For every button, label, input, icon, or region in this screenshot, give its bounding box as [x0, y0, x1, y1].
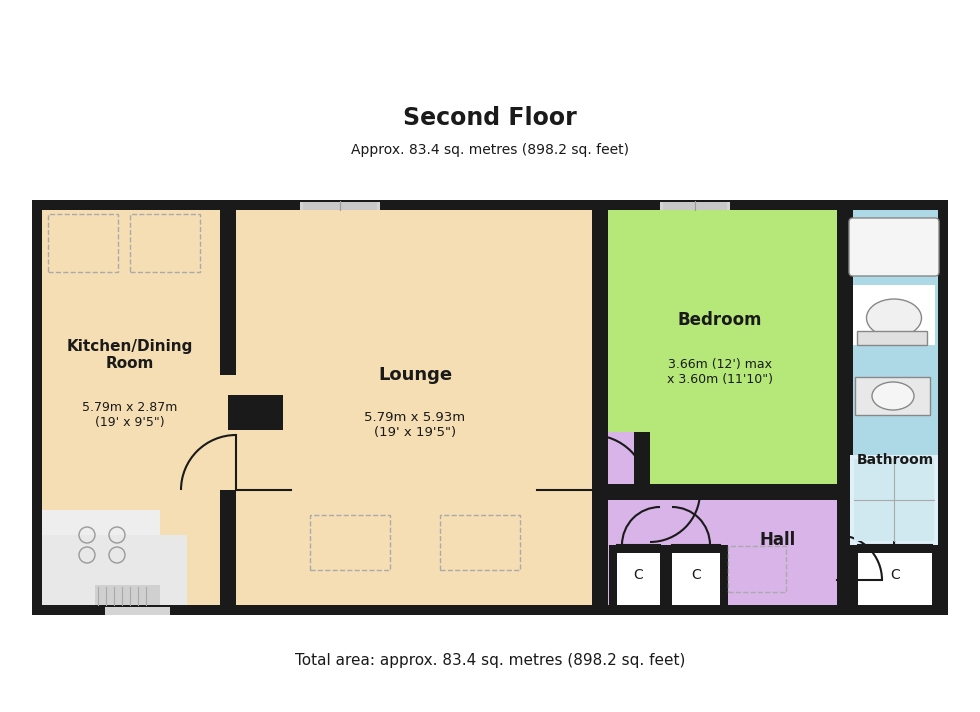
- Bar: [592, 484, 853, 500]
- Text: C: C: [634, 568, 644, 582]
- Bar: [857, 331, 927, 345]
- Bar: [660, 545, 668, 615]
- Text: 5.79m x 5.93m
(19' x 19'5"): 5.79m x 5.93m (19' x 19'5"): [365, 411, 466, 439]
- Text: Bathroom: Bathroom: [857, 453, 934, 467]
- Ellipse shape: [866, 299, 921, 337]
- Bar: [663, 202, 727, 210]
- Bar: [32, 200, 228, 615]
- Bar: [609, 545, 617, 615]
- Bar: [42, 535, 187, 605]
- Bar: [600, 200, 845, 492]
- Text: Total area: approx. 83.4 sq. metres (898.2 sq. feet): Total area: approx. 83.4 sq. metres (898…: [295, 652, 685, 668]
- Text: Second Floor: Second Floor: [403, 106, 577, 130]
- Bar: [440, 515, 520, 570]
- Bar: [105, 607, 170, 615]
- Bar: [310, 515, 390, 570]
- Bar: [48, 214, 118, 272]
- Bar: [600, 492, 948, 615]
- Ellipse shape: [872, 382, 914, 410]
- Bar: [303, 202, 377, 210]
- Bar: [32, 510, 160, 615]
- Text: Approx. 83.4 sq. metres (898.2 sq. feet): Approx. 83.4 sq. metres (898.2 sq. feet): [351, 143, 629, 157]
- Bar: [850, 545, 858, 615]
- Bar: [660, 202, 730, 210]
- Text: Lounge: Lounge: [378, 366, 452, 384]
- Bar: [938, 200, 948, 615]
- Bar: [95, 585, 160, 605]
- Bar: [32, 200, 948, 210]
- Bar: [600, 432, 642, 492]
- Bar: [728, 546, 786, 592]
- Bar: [672, 545, 720, 615]
- Bar: [854, 459, 934, 541]
- Bar: [32, 605, 948, 615]
- Bar: [220, 490, 236, 615]
- Text: Hall: Hall: [760, 531, 796, 549]
- Bar: [664, 545, 672, 615]
- Bar: [664, 545, 728, 553]
- Bar: [720, 545, 728, 615]
- Bar: [130, 214, 200, 272]
- Bar: [855, 377, 930, 415]
- Bar: [592, 200, 608, 615]
- Bar: [932, 545, 940, 615]
- Bar: [300, 202, 380, 210]
- Text: 5.79m x 2.87m
(19' x 9'5"): 5.79m x 2.87m (19' x 9'5"): [82, 401, 177, 429]
- Bar: [609, 545, 668, 553]
- Text: 3.66m (12') max
x 3.60m (11'10"): 3.66m (12') max x 3.60m (11'10"): [667, 358, 773, 386]
- Bar: [850, 545, 940, 553]
- Bar: [617, 545, 660, 615]
- Bar: [858, 545, 932, 615]
- FancyBboxPatch shape: [849, 218, 939, 276]
- Bar: [228, 200, 600, 615]
- Bar: [228, 395, 283, 430]
- Text: Bedroom: Bedroom: [678, 311, 762, 329]
- Text: Kitchen/Dining
Room: Kitchen/Dining Room: [67, 339, 193, 371]
- Bar: [853, 285, 935, 345]
- Bar: [850, 455, 938, 545]
- Bar: [634, 432, 650, 492]
- Bar: [220, 200, 236, 375]
- Bar: [845, 200, 948, 615]
- Bar: [837, 200, 853, 615]
- Text: C: C: [890, 568, 900, 582]
- Bar: [32, 200, 42, 615]
- Bar: [850, 220, 938, 275]
- Text: C: C: [691, 568, 701, 582]
